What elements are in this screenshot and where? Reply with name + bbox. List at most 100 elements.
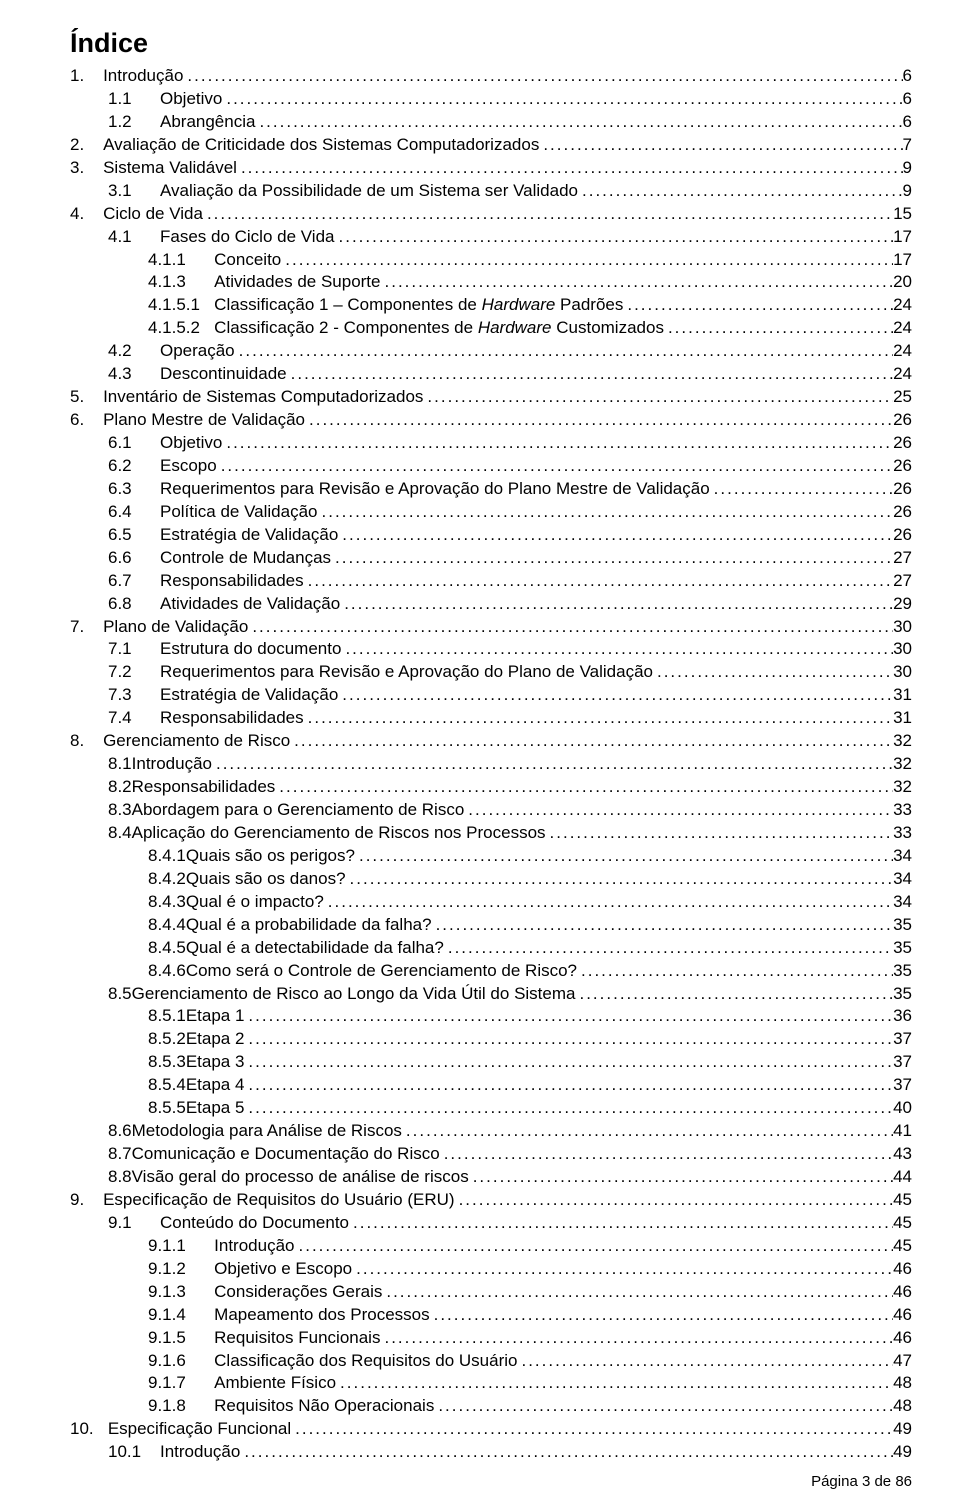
toc-leader-dots: ........................................… — [335, 226, 894, 249]
toc-entry-page: 46 — [893, 1281, 912, 1304]
toc-entry-number: 1. — [70, 65, 103, 88]
toc-entry-page: 17 — [893, 226, 912, 249]
toc-entry: 8.4.6 Como será o Controle de Gerenciame… — [70, 960, 912, 983]
toc-leader-dots: ........................................… — [381, 271, 894, 294]
toc-entry-label: Estratégia de Validação — [160, 684, 338, 707]
toc-entry-page: 43 — [893, 1143, 912, 1166]
toc-entry-page: 32 — [893, 753, 912, 776]
toc-entry-page: 44 — [893, 1166, 912, 1189]
toc-leader-dots: ........................................… — [324, 891, 893, 914]
toc-entry-label: Avaliação de Criticidade dos Sistemas Co… — [103, 134, 539, 157]
toc-leader-dots: ........................................… — [331, 547, 893, 570]
toc-entry-number: 3. — [70, 157, 103, 180]
toc-entry-number: 8.3 — [108, 799, 132, 822]
toc-leader-dots: ........................................… — [291, 1418, 893, 1441]
toc-leader-dots: ........................................… — [212, 753, 893, 776]
toc-entry-number: 9.1.3 — [148, 1281, 214, 1304]
toc-entry-number: 4. — [70, 203, 103, 226]
toc-entry-number: 1.1 — [108, 88, 160, 111]
toc-entry-number: 8.5.1 — [148, 1005, 186, 1028]
toc-entry: 8.2 Responsabilidades...................… — [70, 776, 912, 799]
toc-entry-page: 25 — [893, 386, 912, 409]
toc-entry-number: 8.5.3 — [148, 1051, 186, 1074]
toc-entry-label: Etapa 5 — [186, 1097, 245, 1120]
toc-leader-dots: ........................................… — [578, 180, 903, 203]
toc-entry: 9.1.7 Ambiente Físico...................… — [70, 1372, 912, 1395]
toc-entry-number: 9.1.8 — [148, 1395, 214, 1418]
toc-leader-dots: ........................................… — [423, 386, 893, 409]
toc-leader-dots: ........................................… — [539, 134, 902, 157]
toc-entry: 1.2 Abrangência.........................… — [70, 111, 912, 134]
toc-entry-label: Quais são os danos? — [186, 868, 346, 891]
toc-leader-dots: ........................................… — [336, 1372, 893, 1395]
toc-leader-dots: ........................................… — [440, 1143, 893, 1166]
toc-entry: 1. Introdução...........................… — [70, 65, 912, 88]
toc-leader-dots: ........................................… — [455, 1189, 894, 1212]
toc-entry-label: Objetivo — [160, 88, 222, 111]
toc-entry-number: 8.7 — [108, 1143, 132, 1166]
toc-leader-dots: ........................................… — [217, 455, 893, 478]
toc-entry-label: Atividades de Validação — [160, 593, 340, 616]
toc-entry: 8.5.1Etapa 1............................… — [70, 1005, 912, 1028]
toc-entry-label: Conteúdo do Documento — [160, 1212, 349, 1235]
toc-entry-page: 48 — [893, 1372, 912, 1395]
toc-entry-page: 17 — [893, 249, 912, 272]
toc-entry-label: Objetivo — [160, 432, 222, 455]
toc-entry: 6.8 Atividades de Validação.............… — [70, 593, 912, 616]
toc-entry-page: 48 — [893, 1395, 912, 1418]
toc-entry: 4.2 Operação............................… — [70, 340, 912, 363]
toc-entry: 8.4.4 Qual é a probabilidade da falha?..… — [70, 914, 912, 937]
toc-entry: 6.5 Estratégia de Validação.............… — [70, 524, 912, 547]
toc-entry-label: Qual é o impacto? — [186, 891, 324, 914]
toc-leader-dots: ........................................… — [244, 1097, 893, 1120]
toc-entry-page: 46 — [893, 1258, 912, 1281]
toc-leader-dots: ........................................… — [304, 707, 893, 730]
toc-entry-label-italic: Hardware — [482, 295, 556, 314]
toc-entry-page: 7 — [903, 134, 912, 157]
toc-entry: 4.3 Descontinuidade.....................… — [70, 363, 912, 386]
toc-entry-label: Qual é a detectabilidade da falha? — [186, 937, 444, 960]
toc-entry-number: 8.4 — [108, 822, 132, 845]
toc-entry-page: 33 — [893, 799, 912, 822]
toc-entry-label: Classificação dos Requisitos do Usuário — [214, 1350, 517, 1373]
toc-entry-page: 26 — [893, 455, 912, 478]
toc-entry-page: 26 — [893, 524, 912, 547]
toc-entry-label: Qual é a probabilidade da falha? — [186, 914, 432, 937]
toc-entry-number: 7. — [70, 616, 103, 639]
toc-entry: 8.3 Abordagem para o Gerenciamento de Ri… — [70, 799, 912, 822]
toc-entry: 9.1.6 Classificação dos Requisitos do Us… — [70, 1350, 912, 1373]
toc-leader-dots: ........................................… — [664, 317, 893, 340]
toc-entry-label: Política de Validação — [160, 501, 318, 524]
toc-leader-dots: ........................................… — [464, 799, 893, 822]
toc-leader-dots: ........................................… — [222, 88, 902, 111]
toc-entry: 8.4.2 Quais são os danos?...............… — [70, 868, 912, 891]
toc-entry-page: 6 — [903, 65, 912, 88]
toc-entry: 9.1.1 Introdução........................… — [70, 1235, 912, 1258]
toc-leader-dots: ........................................… — [244, 1028, 893, 1051]
toc-entry: 10.1 Introdução.........................… — [70, 1441, 912, 1464]
toc-entry-page: 9 — [903, 157, 912, 180]
toc-entry: 7.4 Responsabilidades...................… — [70, 707, 912, 730]
toc-entry-page: 31 — [893, 707, 912, 730]
toc-leader-dots: ........................................… — [222, 432, 893, 455]
toc-entry-label: Ciclo de Vida — [103, 203, 203, 226]
toc-leader-dots: ........................................… — [575, 983, 893, 1006]
toc-leader-dots: ........................................… — [546, 822, 894, 845]
toc-entry-label: Classificação 2 - Componentes de Hardwar… — [214, 317, 664, 340]
toc-entry-label: Ambiente Físico — [214, 1372, 336, 1395]
toc-entry-label: Aplicação do Gerenciamento de Riscos nos… — [132, 822, 546, 845]
toc-entry: 8. Gerenciamento de Risco...............… — [70, 730, 912, 753]
toc-leader-dots: ........................................… — [338, 524, 893, 547]
toc-entry: 9.1.8 Requisitos Não Operacionais.......… — [70, 1395, 912, 1418]
document-page: Índice 1. Introdução....................… — [0, 0, 960, 1504]
toc-entry-number: 7.3 — [108, 684, 160, 707]
toc-entry-number: 7.4 — [108, 707, 160, 730]
toc-leader-dots: ........................................… — [653, 661, 893, 684]
toc-entry-page: 36 — [893, 1005, 912, 1028]
toc-leader-dots: ........................................… — [710, 478, 893, 501]
toc-entry-label: Estrutura do documento — [160, 638, 341, 661]
toc-leader-dots: ........................................… — [402, 1120, 893, 1143]
toc-entry-label: Escopo — [160, 455, 217, 478]
toc-entry-number: 4.1.3 — [148, 271, 214, 294]
toc-entry-number: 4.2 — [108, 340, 160, 363]
